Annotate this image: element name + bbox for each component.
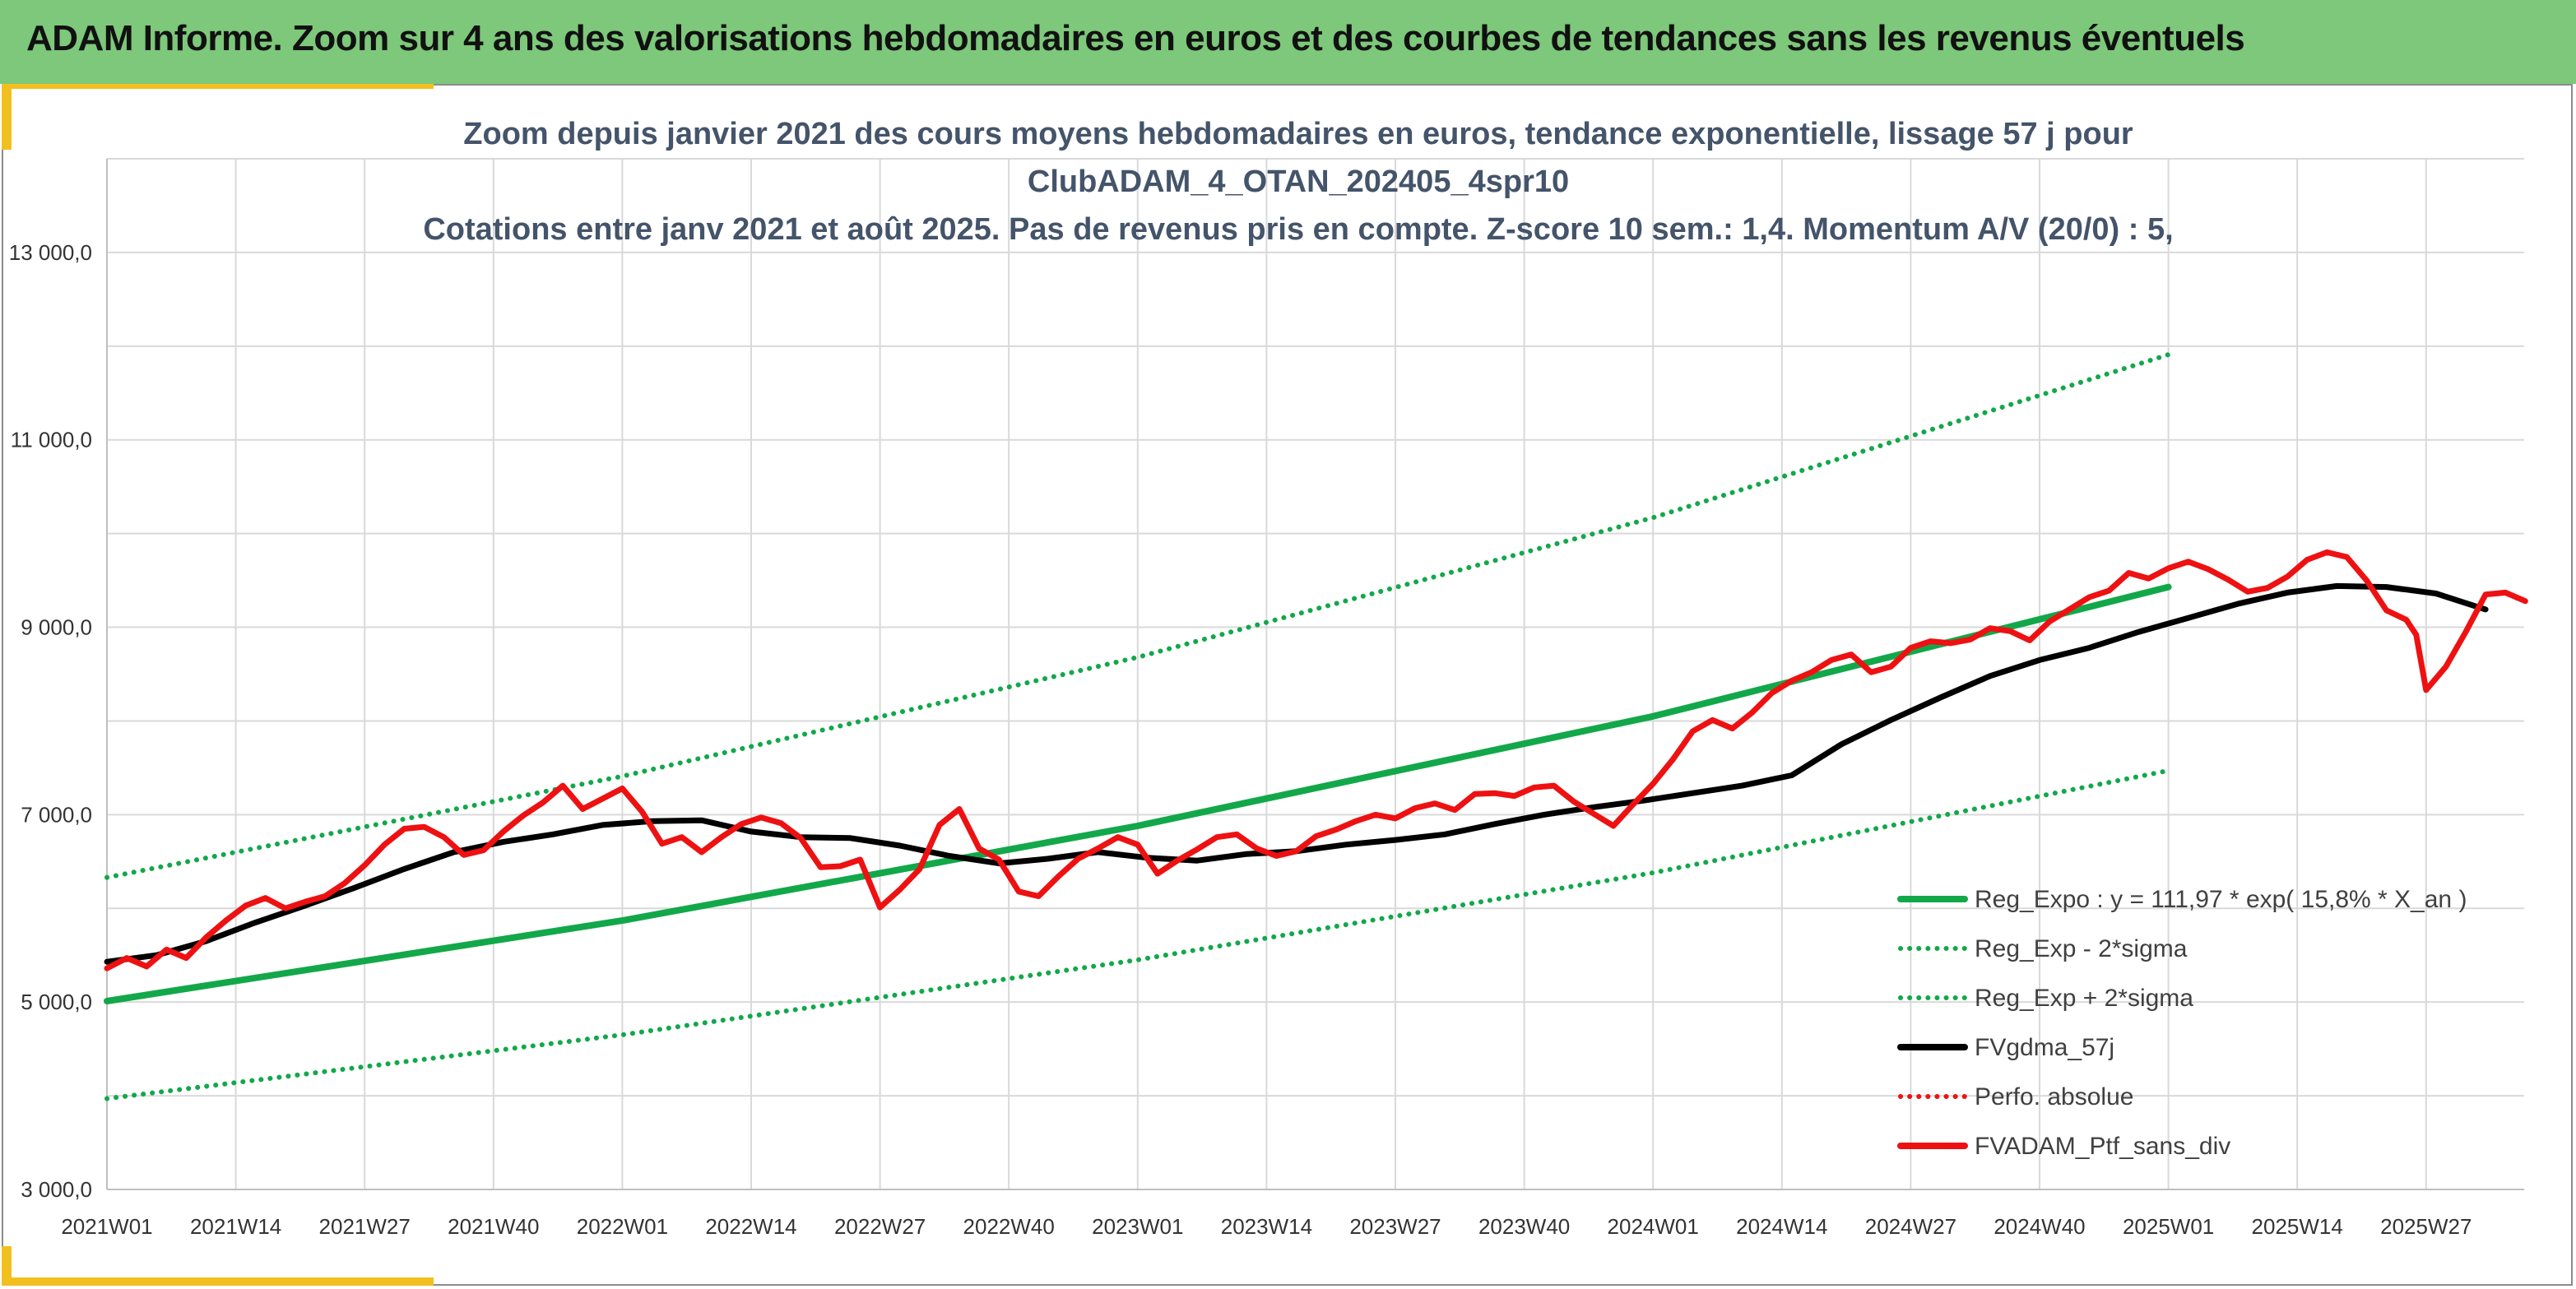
x-tick-label: 2022W40 (963, 1214, 1055, 1239)
grid (106, 158, 2524, 1190)
series-line-0 (104, 583, 2172, 1004)
x-tick-label: 2025W14 (2252, 1214, 2343, 1239)
chart-frame (2, 84, 2573, 1286)
y-tick-label: 3 000,0 (21, 1177, 92, 1202)
header-banner: ADAM Informe. Zoom sur 4 ans des valoris… (0, 0, 2576, 84)
x-tick-label: 2024W27 (1865, 1214, 1956, 1239)
x-tick-label: 2022W27 (834, 1214, 926, 1239)
y-axis-ticks: 3 000,0 5 000,0 7 000,0 9 000,0 11 000,0 13 0… (9, 240, 92, 1202)
legend-label: FVgdma_57j (1975, 1034, 2114, 1061)
x-tick-label: 2025W27 (2380, 1214, 2472, 1239)
x-tick-label: 2021W27 (319, 1214, 411, 1239)
legend-label: Perfo. absolue (1975, 1083, 2133, 1110)
y-tick-label: 9 000,0 (21, 615, 92, 640)
chart-title-line: Cotations entre janv 2021 et août 2025. … (423, 212, 2173, 247)
x-tick-label: 2024W14 (1736, 1214, 1827, 1239)
header-title: ADAM Informe. Zoom sur 4 ans des valoris… (26, 18, 2245, 58)
series (104, 352, 2528, 1101)
series-line-5 (104, 549, 2528, 971)
x-tick-label: 2023W27 (1349, 1214, 1441, 1239)
chart-title-line: ClubADAM_4_OTAN_202405_4spr10 (1028, 165, 1569, 199)
legend-label: FVADAM_Ptf_sans_div (1975, 1133, 2230, 1160)
x-tick-label: 2023W01 (1092, 1214, 1183, 1239)
x-tick-label: 2022W01 (577, 1214, 668, 1239)
legend: Reg_Expo : y = 111,97 * exp( 15,8% * X_a… (1897, 886, 2467, 1160)
x-tick-label: 2023W40 (1478, 1214, 1570, 1239)
series-line-1 (104, 767, 2171, 1101)
chart-title: Zoom depuis janvier 2021 des cours moyen… (423, 117, 2173, 247)
legend-label: Reg_Exp + 2*sigma (1975, 985, 2193, 1012)
y-tick-label: 5 000,0 (21, 990, 92, 1014)
x-tick-label: 2023W14 (1221, 1214, 1312, 1239)
accent-left-top (2, 84, 12, 150)
x-tick-label: 2024W40 (1993, 1214, 2085, 1239)
x-tick-label: 2021W40 (448, 1214, 539, 1239)
x-axis-ticks: 2021W01 2021W14 2021W27 2021W40 2022W01 2022W… (61, 1214, 2472, 1239)
y-tick-label: 13 000,0 (9, 240, 92, 265)
x-tick-label: 2021W14 (190, 1214, 281, 1239)
chart-title-line: Zoom depuis janvier 2021 des cours moyen… (463, 117, 2133, 151)
x-tick-label: 2022W14 (705, 1214, 796, 1239)
legend-label: Reg_Exp - 2*sigma (1975, 935, 2188, 962)
y-tick-label: 7 000,0 (21, 802, 92, 827)
accent-bottom-left (2, 1277, 434, 1286)
x-tick-label: 2024W01 (1608, 1214, 1699, 1239)
x-tick-label: 2025W01 (2123, 1214, 2214, 1239)
accent-top-left (2, 84, 434, 89)
x-tick-label: 2021W01 (61, 1214, 152, 1239)
y-tick-label: 11 000,0 (11, 428, 92, 452)
legend-label: Reg_Expo : y = 111,97 * exp( 15,8% * X_a… (1975, 886, 2467, 913)
accent-left-bottom (2, 1246, 12, 1286)
